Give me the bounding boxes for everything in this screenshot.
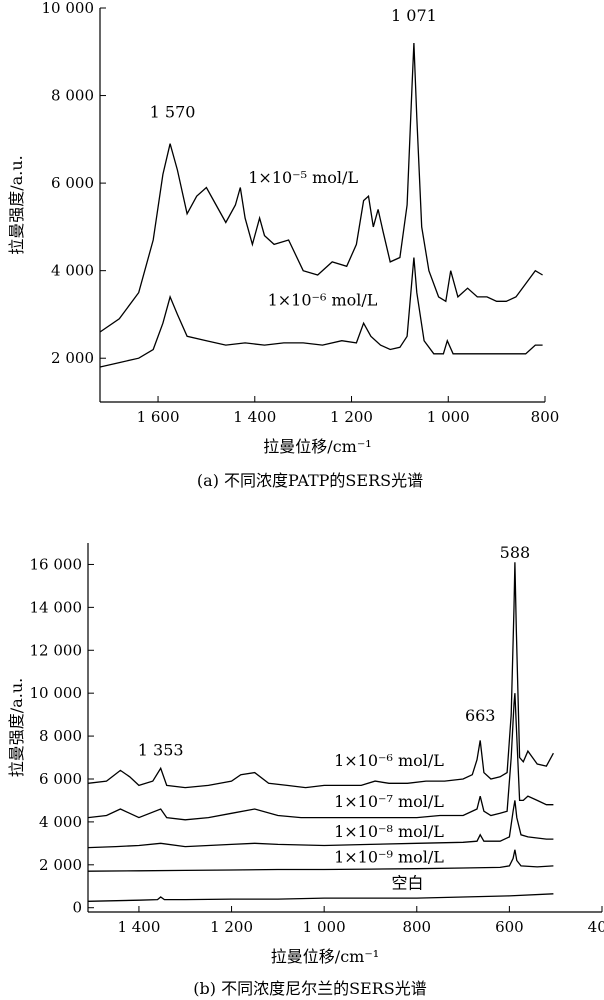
chart-a: 2 000 4 000 6 000 8 000 10 000 1 600 1 400 1 20… [7,0,559,490]
x-tick-label: 800 [402,918,431,936]
x-axis-label: 拉曼位移/cm⁻¹ [263,437,371,456]
spectrum-line [100,42,543,333]
y-tick-label: 0 [72,899,82,917]
y-axis-label: 拉曼强度/a.u. [7,678,26,777]
x-tick-label: 400 [588,918,604,936]
y-axis-label: 拉曼强度/a.u. [7,155,26,254]
y-tick-label: 6 000 [51,174,94,192]
x-tick-label: 800 [531,408,560,426]
spectrum-line [100,257,543,368]
peak-label: 588 [500,543,531,562]
spectrum-line [88,562,554,789]
y-tick-label: 2 000 [39,856,82,874]
y-tick-label: 4 000 [39,813,82,831]
y-tick-label: 8 000 [39,727,82,745]
x-tick-label: 1 000 [427,408,470,426]
series-label: 1×10⁻⁶ mol/L [268,291,378,310]
series-label: 空白 [392,873,424,892]
figure-caption: (b) 不同浓度尼尔兰的SERS光谱 [193,979,426,998]
figure-caption: (a) 不同浓度PATP的SERS光谱 [197,471,423,490]
x-tick-label: 1 200 [210,918,253,936]
y-tick-label: 2 000 [51,349,94,367]
y-tick-label: 4 000 [51,262,94,280]
peak-label: 663 [465,706,496,725]
chart-b: 0 2 000 4 000 6 000 8 000 10 000 12 000 14 000 1… [7,543,604,998]
y-tick-label: 12 000 [30,641,83,659]
series-label: 1×10⁻⁸ mol/L [334,822,444,841]
x-tick-label: 1 400 [233,408,276,426]
x-tick-label: 1 400 [117,918,160,936]
y-tick-label: 8 000 [51,87,94,105]
peak-label: 1 353 [138,740,184,759]
x-tick-label: 1 600 [137,408,180,426]
y-tick-label: 6 000 [39,770,82,788]
x-tick-label: 1 000 [303,918,346,936]
spectrum-line [88,800,554,849]
series-label: 1×10⁻⁶ mol/L [334,751,444,770]
y-tick-label: 10 000 [42,0,95,17]
series-label: 1×10⁻⁹ mol/L [334,848,444,867]
series-label: 1×10⁻⁵ mol/L [248,168,358,187]
spectrum-line [88,893,554,902]
peak-label: 1 071 [391,6,437,25]
x-tick-label: 1 200 [330,408,373,426]
spectrum-line [88,693,554,821]
y-tick-label: 16 000 [30,555,83,573]
y-tick-label: 14 000 [30,598,83,616]
series-label: 1×10⁻⁷ mol/L [334,792,444,811]
x-tick-label: 600 [495,918,524,936]
spectrum-line [88,849,554,872]
x-axis-label: 拉曼位移/cm⁻¹ [271,947,379,966]
y-tick-label: 10 000 [30,684,83,702]
peak-label: 1 570 [150,102,196,121]
